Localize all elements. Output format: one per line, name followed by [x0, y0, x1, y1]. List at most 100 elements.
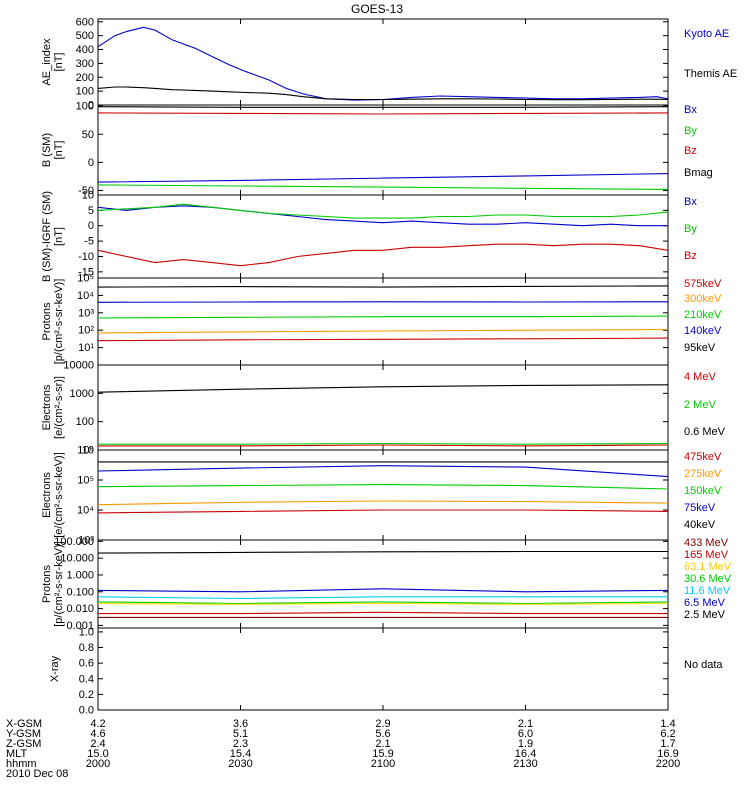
legend-label: 140keV: [684, 325, 722, 337]
panel-4: 10¹ 10² 10³ 10⁴ 10⁵ Protons [p/(cm²-s-sr-keV)]…: [41, 273, 722, 366]
series-line-6-5-mev: [97, 588, 669, 593]
legend-label: 40keV: [684, 519, 716, 531]
series-line-150kev: [97, 484, 669, 490]
series-line-0-6-mev: [97, 384, 669, 393]
y-tick-label: 100: [76, 101, 94, 113]
legend-label: 433 MeV: [684, 537, 729, 549]
legend-label: 30.6 MeV: [684, 573, 732, 585]
y-tick-label: 10⁶: [77, 445, 94, 457]
series-line-bz: [97, 243, 669, 267]
y-tick-label: 0: [88, 100, 94, 112]
panel-frame: [97, 194, 669, 279]
y-tick-label: 10: [82, 445, 94, 457]
table-cell: 4.6: [90, 728, 105, 740]
y-axis-unit: [p/(cm²-s-sr-keV)]: [53, 541, 65, 627]
legend-label: 150keV: [684, 485, 722, 497]
row-label: Z-GSM: [6, 738, 41, 750]
table-cell: 16.9: [657, 748, 678, 760]
y-tick-label: 10⁴: [77, 290, 94, 302]
series-line-30-6-mev: [97, 601, 669, 605]
legend-label: Bz: [684, 145, 697, 157]
table-cell: 2.3: [233, 738, 248, 750]
panel-3: -15 -10 -5 0 5 10 B (SM)-IGRF (SM) [nT] Bx By Bz: [41, 190, 697, 283]
table-cell: 1.7: [660, 738, 675, 750]
y-tick-label: -10: [78, 251, 94, 263]
panel-7: 0.0010.0100.1001.00010.000100.000Protons…: [41, 536, 732, 632]
series-line-140kev: [97, 301, 669, 303]
series-line-95kev: [97, 285, 669, 288]
y-tick-label: 10.000: [60, 553, 94, 565]
row-label: MLT: [6, 748, 27, 760]
panel-5: 10 100 1000 10000 Electrons [e/(cm²-s-sr)] 4 M…: [41, 360, 726, 457]
legend-label: 275keV: [684, 468, 722, 480]
legend-label: 165 MeV: [684, 549, 729, 561]
y-axis-label: B (SM) [nT]: [41, 133, 65, 167]
series-line-by: [97, 184, 669, 190]
y-axis-title: Electrons: [41, 384, 53, 430]
legend-label: By: [684, 125, 697, 137]
row-label: X-GSM: [6, 718, 42, 730]
y-axis-label: Protons [p/(cm²-s-sr-keV)]: [41, 279, 65, 365]
y-tick-label: 50: [82, 129, 94, 141]
series-line-themis-ae: [97, 86, 669, 101]
row-label: 2010 Dec 08: [6, 768, 68, 780]
panel-frame: [97, 627, 669, 711]
legend-label: By: [684, 223, 697, 235]
y-tick-label: 1.000: [66, 569, 94, 581]
y-tick-label: 0.8: [79, 642, 94, 654]
y-tick-label: 10³: [78, 535, 94, 547]
table-cell: 2000: [86, 758, 110, 770]
y-tick-label: 1.0: [79, 626, 94, 638]
legend-label: 2.5 MeV: [684, 609, 726, 621]
legend-label: Bz: [684, 250, 697, 262]
y-tick-label: 10⁴: [77, 505, 94, 517]
table-cell: 2.1: [518, 718, 533, 730]
row-label: hhmm: [6, 758, 37, 770]
legend-label: 11.6 MeV: [684, 585, 731, 597]
panel-frame: [97, 364, 669, 451]
table-cell: 16.4: [515, 748, 536, 760]
legend-label: 0.6 MeV: [684, 426, 726, 438]
y-tick-label: 0.010: [66, 603, 94, 615]
legend-label: 75keV: [684, 502, 716, 514]
y-tick-label: 0.001: [66, 620, 94, 632]
series-line-4-mev: [98, 444, 669, 447]
legend-label: Bx: [684, 104, 697, 116]
table-cell: 5.1: [233, 728, 248, 740]
plot-title: GOES-13: [351, 2, 403, 16]
series-line-63-1-mev: [97, 602, 669, 605]
legend-label: 95keV: [684, 342, 716, 354]
legend-label: 63.1 MeV: [684, 561, 732, 573]
table-cell: 1.4: [660, 718, 675, 730]
y-axis-title: AE_index: [41, 38, 53, 86]
y-tick-label: 10¹: [78, 342, 94, 354]
y-axis-label: Electrons [e/(cm²-s-sr-keV)]: [41, 452, 65, 538]
series-line-575kev: [97, 337, 669, 342]
y-tick-label: 400: [76, 44, 94, 56]
y-tick-label: 500: [76, 30, 94, 42]
y-tick-label: 600: [76, 16, 94, 28]
table-cell: 2.9: [375, 718, 390, 730]
table-cell: 15.0: [87, 748, 108, 760]
legend-label: Themis AE: [684, 68, 737, 80]
table-cell: 15.4: [230, 748, 251, 760]
y-tick-label: 200: [76, 72, 94, 84]
y-tick-label: 100.000: [54, 536, 94, 548]
table-cell: 3.6: [233, 718, 248, 730]
table-cell: 6.2: [660, 728, 675, 740]
table-cell: 2100: [371, 758, 395, 770]
y-axis-title: Protons: [41, 302, 53, 340]
legend-label: 2 MeV: [684, 399, 716, 411]
y-tick-label: 10²: [78, 325, 94, 337]
legend-label: 4 MeV: [684, 371, 716, 383]
series-line-275kev: [97, 500, 669, 506]
legend-label: 475keV: [684, 451, 722, 463]
table-cell: 6.0: [518, 728, 533, 740]
series-line-bx: [97, 205, 668, 227]
series-line-210kev: [97, 315, 669, 319]
y-axis-unit: [nT]: [53, 227, 65, 246]
series-line-475kev: [97, 509, 669, 514]
y-axis-label: B (SM)-IGRF (SM) [nT]: [41, 191, 65, 282]
y-axis-title: Electrons: [41, 472, 53, 518]
